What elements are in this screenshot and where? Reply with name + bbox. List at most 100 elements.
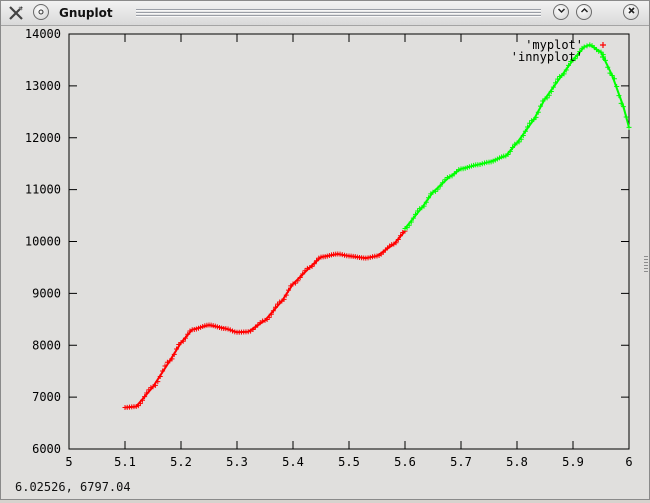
x-tick-label: 5.9 (562, 455, 584, 469)
data-point (266, 314, 272, 320)
data-point (442, 177, 448, 183)
data-point (395, 237, 401, 243)
x-tick-label: 5.2 (170, 455, 192, 469)
y-tick-label: 10000 (25, 235, 61, 249)
data-point (440, 180, 446, 186)
data-point (572, 56, 578, 62)
data-point (505, 152, 511, 158)
data-point (423, 199, 429, 205)
plot-canvas[interactable]: 5 5.1 5.2 5.3 5.4 5.5 5.6 5.7 5.8 5.9 6 6000 7000 800… (1, 26, 649, 499)
data-point (626, 124, 632, 130)
data-point (252, 324, 258, 330)
data-point (421, 203, 427, 209)
data-point (174, 346, 180, 352)
data-point (230, 328, 236, 334)
mouse-coordinates: 6.02526, 6797.04 (15, 480, 131, 494)
data-point (566, 62, 572, 68)
data-point (609, 73, 615, 78)
data-point (525, 124, 530, 130)
chevron-down-icon (557, 6, 566, 18)
data-point (406, 222, 412, 228)
resize-grip[interactable] (644, 256, 648, 274)
legend-label-2: 'innyplot' (511, 50, 583, 64)
x-tick-label: 5.7 (450, 455, 472, 469)
maximize-button[interactable] (576, 4, 592, 20)
data-point (437, 183, 443, 189)
x-tools-icon[interactable] (7, 4, 25, 22)
data-point (302, 268, 308, 274)
close-button[interactable] (623, 4, 639, 20)
data-point (393, 240, 399, 246)
data-point (339, 252, 345, 258)
data-point (255, 322, 261, 328)
y-tick-label: 8000 (32, 338, 61, 352)
x-tick-label: 5 (65, 455, 72, 469)
data-point (286, 287, 292, 293)
data-point (550, 84, 556, 90)
data-point (444, 175, 450, 181)
data-point (408, 219, 414, 225)
data-point (169, 356, 175, 362)
data-point (316, 255, 322, 261)
window-menu-icon[interactable] (33, 4, 49, 20)
data-point (620, 104, 626, 110)
data-point (250, 327, 256, 332)
data-point (171, 351, 177, 357)
title-bar[interactable]: Gnuplot (1, 1, 649, 26)
y-tick-label: 9000 (32, 286, 61, 300)
data-point (616, 93, 622, 99)
data-point (432, 188, 438, 194)
y-tick-label: 13000 (25, 79, 61, 93)
minimize-button[interactable] (553, 4, 569, 20)
data-point (370, 254, 376, 260)
data-point (548, 88, 554, 94)
data-point (581, 44, 587, 50)
data-point (225, 326, 231, 332)
data-point (398, 233, 404, 239)
data-point (482, 160, 488, 166)
legend-label-1: 'myplot' (525, 38, 583, 52)
data-point (598, 49, 604, 55)
data-point (561, 71, 567, 77)
data-point (479, 161, 485, 167)
status-overflow-text (41, 494, 241, 500)
data-point (290, 281, 296, 287)
data-point (574, 52, 580, 58)
data-point (295, 278, 301, 284)
data-point (160, 368, 166, 374)
data-point (157, 374, 163, 380)
data-point (577, 49, 583, 55)
data-point (311, 261, 317, 267)
x-tick-label: 5.1 (114, 455, 136, 469)
y-tick-label: 6000 (32, 442, 61, 456)
y-tick-label: 14000 (25, 27, 61, 41)
data-point (544, 95, 550, 101)
data-point (260, 318, 266, 324)
data-point (304, 265, 310, 271)
data-point (342, 252, 348, 258)
data-point (309, 263, 315, 269)
data-point (447, 174, 453, 180)
data-point (337, 251, 343, 257)
y-tick-label: 12000 (25, 131, 61, 145)
data-point (611, 76, 617, 82)
data-point (155, 379, 161, 385)
data-point (162, 363, 168, 369)
data-point (477, 161, 483, 167)
data-point (535, 109, 541, 115)
data-point (300, 271, 306, 277)
data-point (555, 76, 561, 82)
legend-marker-2 (600, 54, 606, 60)
data-point (297, 275, 303, 281)
data-point (430, 189, 436, 195)
data-point (273, 304, 278, 310)
x-tick-label: 5.4 (282, 455, 304, 469)
data-point (365, 255, 371, 261)
data-point (510, 145, 516, 151)
data-point (602, 57, 608, 63)
data-point (292, 280, 298, 286)
data-point (607, 70, 613, 76)
data-point (268, 311, 274, 317)
data-point (516, 139, 522, 145)
